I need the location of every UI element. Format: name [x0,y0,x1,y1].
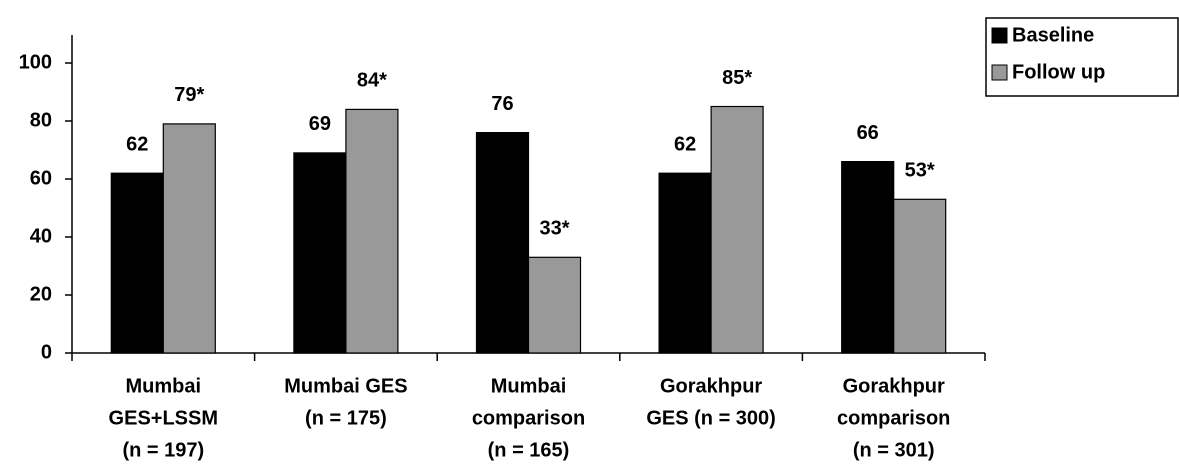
x-tick-label: (n = 175) [305,407,387,429]
bar [345,108,399,354]
y-tick-label: 100 [19,51,52,73]
value-label: 69 [309,113,331,135]
bar [893,198,947,354]
legend-box [985,17,1179,97]
bar [475,132,530,354]
value-label: 66 [857,122,879,144]
y-tick-label: 60 [30,167,52,189]
x-tick-label: Gorakhpur [660,375,762,397]
x-tick-label: comparison [837,407,950,429]
x-tick-label: (n = 301) [853,439,935,461]
value-label: 62 [674,133,696,155]
y-tick-label: 20 [30,283,52,305]
y-tick-label: 0 [41,341,52,363]
value-label: 62 [126,133,148,155]
x-tick-label: comparison [472,407,585,429]
value-label: 85* [722,67,752,89]
y-tick-label: 80 [30,109,52,131]
legend-label: Baseline [1012,24,1094,46]
y-tick-label: 40 [30,225,52,247]
x-tick-label: GES+LSSM [109,407,218,429]
x-tick-label: GES (n = 300) [646,407,776,429]
x-tick-label: (n = 165) [488,439,570,461]
legend-swatch [991,64,1008,81]
bar [710,105,764,354]
bar [110,172,164,354]
value-label: 53* [905,160,935,182]
value-label: 84* [357,70,387,92]
x-tick-label: Mumbai [126,375,202,397]
value-label: 33* [539,218,569,240]
legend-swatch [991,27,1008,44]
bar [293,152,347,354]
value-label: 76 [491,93,513,115]
bar [658,172,712,354]
bar [162,123,216,354]
value-label: 79* [174,84,204,106]
x-tick-label: Gorakhpur [843,375,945,397]
legend-label: Follow up [1012,61,1105,83]
x-tick-label: Mumbai GES [284,375,407,397]
x-tick-label: Mumbai [491,375,567,397]
x-tick-label: (n = 197) [122,439,204,461]
bar [527,256,582,354]
bar [841,161,895,354]
